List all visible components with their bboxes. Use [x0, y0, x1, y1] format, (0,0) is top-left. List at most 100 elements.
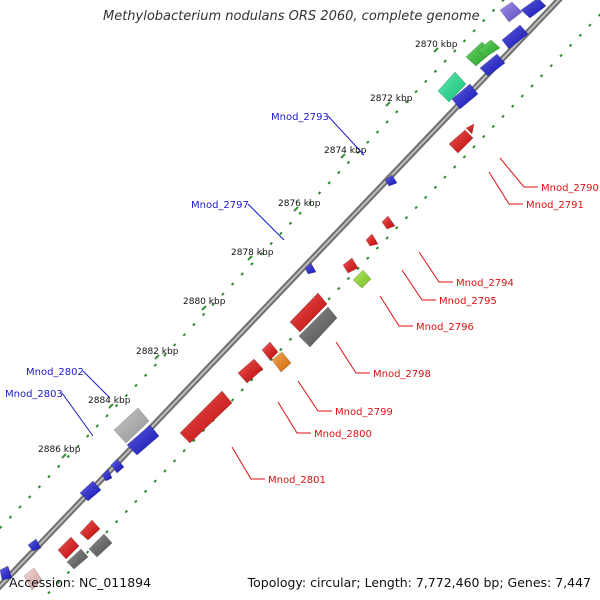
label-leader-line: [379, 295, 413, 327]
gene-feature-pink-shade: [24, 568, 42, 590]
track-dot: [182, 333, 186, 337]
track-dot: [356, 150, 360, 155]
track-dot: [221, 292, 225, 296]
gene-feature-blue-shade: [502, 25, 528, 49]
track-dot: [462, 39, 467, 43]
kbp-ticks: 2870 kbp 2872 kbp 2874 kbp 2876 kbp 2878 kbp…: [38, 40, 458, 459]
tick-label: 2882 kbp: [136, 347, 179, 357]
label-leader-line: [231, 446, 265, 480]
track-dot: [105, 530, 109, 534]
gene-feature-red-shade: [382, 216, 395, 229]
label-leader-line: [418, 251, 453, 283]
gene-feature-blue-shade: [127, 425, 159, 455]
gene-label-Mnod_2790: Mnod_2790: [541, 183, 599, 194]
track-dot: [8, 515, 13, 519]
gene-label-Mnod_2791: Mnod_2791: [526, 200, 584, 211]
genome-title: Methylobacterium nodulans ORS 2060, comp…: [103, 9, 480, 24]
track-dot: [520, 94, 524, 98]
track-dot: [327, 181, 331, 185]
track-dot: [0, 525, 3, 530]
track-dot: [482, 18, 486, 23]
track-dot: [37, 485, 42, 489]
tick-label: 2876 kbp: [278, 199, 321, 209]
gene-feature-grey-shade: [67, 549, 88, 569]
track-dot: [337, 286, 341, 291]
gene-feature-red-shade: [180, 391, 232, 443]
track-dot: [453, 165, 457, 169]
label-leader-line: [327, 115, 365, 156]
track-dot: [588, 23, 592, 27]
track-dot: [443, 59, 447, 63]
track-dot: [105, 414, 109, 418]
track-dot: [114, 403, 119, 408]
tick-label: 2886 kbp: [38, 445, 81, 455]
tick-mark: [201, 305, 207, 311]
gene-feature-red-shade: [290, 293, 327, 332]
gene-feature-blue-shade: [480, 54, 505, 76]
tick-mark: [385, 101, 391, 107]
track-dot: [288, 337, 293, 342]
track-dot: [539, 74, 544, 78]
track-dot: [28, 495, 32, 499]
track-dot: [201, 312, 206, 317]
gene-feature-red-shade: [58, 537, 79, 559]
track-dot: [385, 120, 389, 124]
label-leader-line: [247, 203, 285, 241]
track-dot: [124, 509, 128, 514]
track-dot: [559, 53, 563, 58]
track-dot: [230, 282, 235, 286]
track-dot: [66, 454, 70, 459]
gene-label-Mnod_2801: Mnod_2801: [268, 475, 326, 486]
track-dot: [404, 215, 409, 220]
gene-label-Mnod_2798: Mnod_2798: [373, 369, 431, 380]
gene-feature-blue-shade: [28, 539, 41, 551]
track-dot: [134, 499, 138, 504]
gene-feature-grey-shade: [299, 307, 337, 347]
track-dot: [279, 347, 283, 352]
gene-feature-red-shade: [343, 258, 358, 273]
gene-feature-lightgrey-shade: [114, 408, 149, 443]
track-dot: [192, 438, 196, 443]
track-dot: [250, 378, 254, 382]
gene-label-Mnod_2799: Mnod_2799: [335, 407, 393, 418]
track-dot: [56, 580, 61, 585]
track-dot: [568, 43, 573, 48]
track-dot: [182, 449, 186, 453]
track-dot: [443, 175, 447, 179]
track-dot: [482, 134, 486, 139]
track-dot: [124, 393, 128, 398]
gene-feature-blue-shade: [111, 459, 124, 473]
track-dot: [375, 130, 380, 134]
track-dot: [153, 363, 157, 367]
track-dot: [153, 479, 157, 483]
gene-feature-red-shade: [466, 124, 474, 134]
track-dot: [501, 0, 505, 3]
gene-label-Mnod_2800: Mnod_2800: [314, 429, 372, 440]
accession-text: Accession: NC_011894: [9, 575, 152, 590]
track-dot: [549, 63, 553, 68]
track-dot: [501, 114, 505, 119]
gene-feature-red-shade: [238, 359, 263, 383]
track-dot: [385, 236, 389, 240]
track-dot: [404, 99, 409, 104]
tick-mark: [247, 255, 253, 261]
track-dot: [143, 373, 148, 378]
track-dot: [356, 266, 360, 271]
track-dot: [317, 191, 322, 195]
track-dot: [201, 428, 206, 433]
track-dot: [76, 444, 80, 448]
gene-feature-orange-shade: [272, 352, 291, 372]
track-dot: [47, 590, 51, 595]
gene-feature-blue-shade: [80, 481, 101, 501]
track-dot: [47, 474, 51, 479]
track-dot: [346, 276, 351, 281]
track-dot: [66, 570, 70, 575]
label-leader-line: [297, 380, 332, 412]
tick-label: 2880 kbp: [183, 297, 226, 307]
track-dot: [250, 262, 254, 266]
gene-feature-teal-shade: [438, 72, 466, 102]
track-dot: [259, 251, 264, 256]
label-leader-line: [488, 171, 523, 205]
tick-label: 2870 kbp: [415, 40, 458, 50]
